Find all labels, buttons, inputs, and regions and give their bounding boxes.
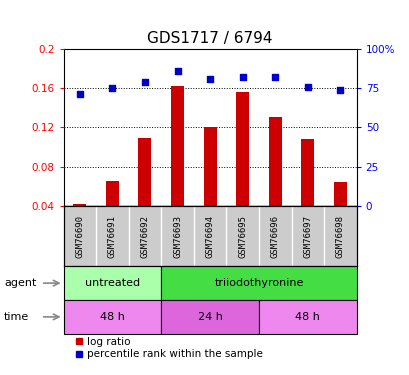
Bar	[268, 117, 281, 206]
Point	[109, 85, 115, 91]
Text: untreated: untreated	[85, 278, 139, 288]
Text: GSM76692: GSM76692	[140, 215, 149, 258]
Bar	[203, 126, 216, 206]
Bar	[63, 300, 161, 334]
Text: triiodothyronine: triiodothyronine	[214, 278, 303, 288]
Bar	[301, 139, 314, 206]
Text: 24 h: 24 h	[197, 312, 222, 322]
Text: GSM76694: GSM76694	[205, 215, 214, 258]
Text: GSM76697: GSM76697	[303, 215, 312, 258]
Bar	[258, 300, 356, 334]
Text: GSM76691: GSM76691	[108, 215, 117, 258]
Legend: log ratio, percentile rank within the sample: log ratio, percentile rank within the sa…	[74, 337, 262, 359]
Text: GSM76690: GSM76690	[75, 215, 84, 258]
Bar	[73, 204, 86, 206]
Point	[174, 68, 180, 74]
Text: 48 h: 48 h	[100, 312, 125, 322]
Title: GDS1717 / 6794: GDS1717 / 6794	[147, 31, 272, 46]
Bar	[63, 266, 161, 300]
Point	[304, 84, 310, 90]
Bar	[106, 181, 119, 206]
Point	[142, 79, 148, 85]
Text: time: time	[4, 312, 29, 322]
Bar	[161, 266, 356, 300]
Bar	[161, 300, 258, 334]
Bar	[138, 138, 151, 206]
Point	[76, 92, 83, 98]
Text: 48 h: 48 h	[294, 312, 319, 322]
Point	[336, 87, 343, 93]
Text: GSM76695: GSM76695	[238, 215, 247, 258]
Point	[239, 74, 245, 80]
Bar	[171, 86, 184, 206]
Point	[271, 74, 278, 80]
Bar	[236, 92, 249, 206]
Bar	[333, 182, 346, 206]
Text: GSM76693: GSM76693	[173, 215, 182, 258]
Text: GSM76698: GSM76698	[335, 215, 344, 258]
Point	[206, 76, 213, 82]
Text: agent: agent	[4, 278, 36, 288]
Text: GSM76696: GSM76696	[270, 215, 279, 258]
